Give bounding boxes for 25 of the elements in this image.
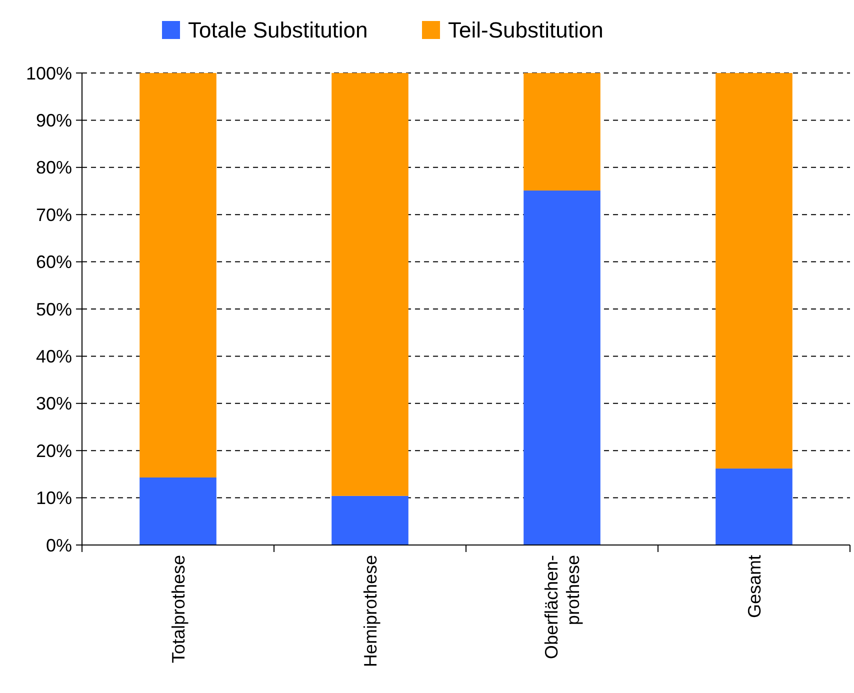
bar	[716, 468, 792, 545]
y-tick-label: 50%	[36, 299, 72, 320]
y-tick-label: 40%	[36, 346, 72, 366]
x-tick-label: Totalprothese	[168, 555, 188, 664]
x-tick-label: Oberflächen- prothese	[542, 555, 584, 660]
bar	[332, 73, 408, 496]
y-tick-label: 90%	[36, 110, 72, 130]
y-tick-label: 10%	[36, 488, 72, 508]
y-tick-label: 80%	[36, 158, 72, 178]
x-tick-label: Gesamt	[744, 555, 764, 618]
bar	[524, 190, 600, 545]
bar	[140, 73, 216, 478]
y-tick-label: 70%	[36, 204, 72, 225]
y-tick-label: 0%	[46, 535, 72, 556]
y-tick-label: 60%	[36, 252, 72, 272]
x-tick-label: Hemiprothese	[360, 555, 380, 668]
y-tick-label: 30%	[36, 394, 72, 414]
bar	[332, 496, 408, 545]
y-tick-label: 100%	[26, 63, 72, 84]
y-tick-label: 20%	[36, 440, 72, 461]
bar	[140, 478, 216, 545]
bar	[524, 73, 600, 191]
legend-label: Teil-Substitution	[448, 18, 604, 43]
bar	[716, 73, 792, 469]
legend-label: Totale Substitution	[188, 18, 368, 43]
